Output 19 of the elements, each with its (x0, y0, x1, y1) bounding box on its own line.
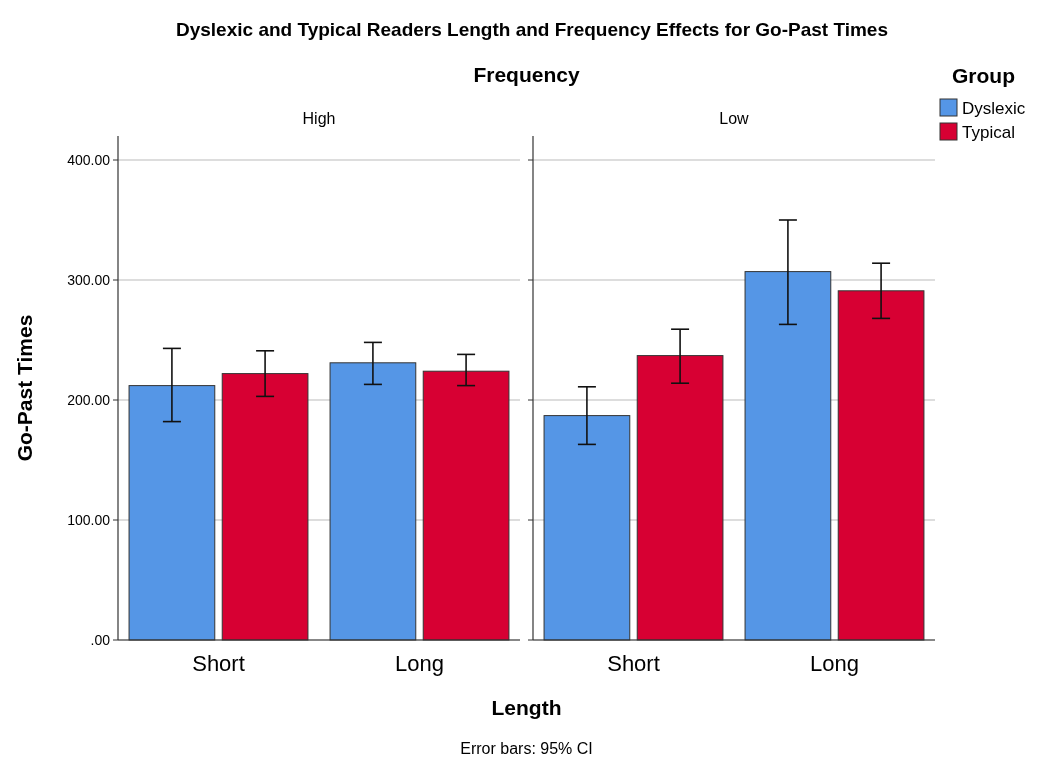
x-tick-label: Short (607, 651, 660, 676)
chart-subtitle: High (302, 110, 336, 127)
text: Frequency (473, 63, 580, 86)
y-tick-label: 100.00 (67, 511, 111, 528)
x-tick-label: Long (395, 651, 444, 676)
x-tick-label: Long (810, 651, 859, 676)
x-tick-label: Short (192, 651, 245, 676)
y-tick-label: 200.00 (67, 391, 111, 408)
legend-label: Typical (962, 122, 1015, 142)
chart-subtitle: Low (719, 110, 750, 127)
legend-title: Group (952, 64, 1015, 87)
y-tick-label: .00 (90, 631, 111, 648)
x-axis-title: Length (491, 696, 562, 719)
y-tick-label: 400.00 (67, 151, 111, 168)
y-axis-title: Go-Past Times (13, 314, 36, 462)
text: Error bars: 95% CI (460, 740, 593, 757)
y-tick-label: 300.00 (67, 271, 111, 288)
legend-label: Dyslexic (962, 98, 1026, 118)
chart-title: Dyslexic and Typical Readers Length and Frequency Effects for Go-Past Times (175, 19, 889, 40)
